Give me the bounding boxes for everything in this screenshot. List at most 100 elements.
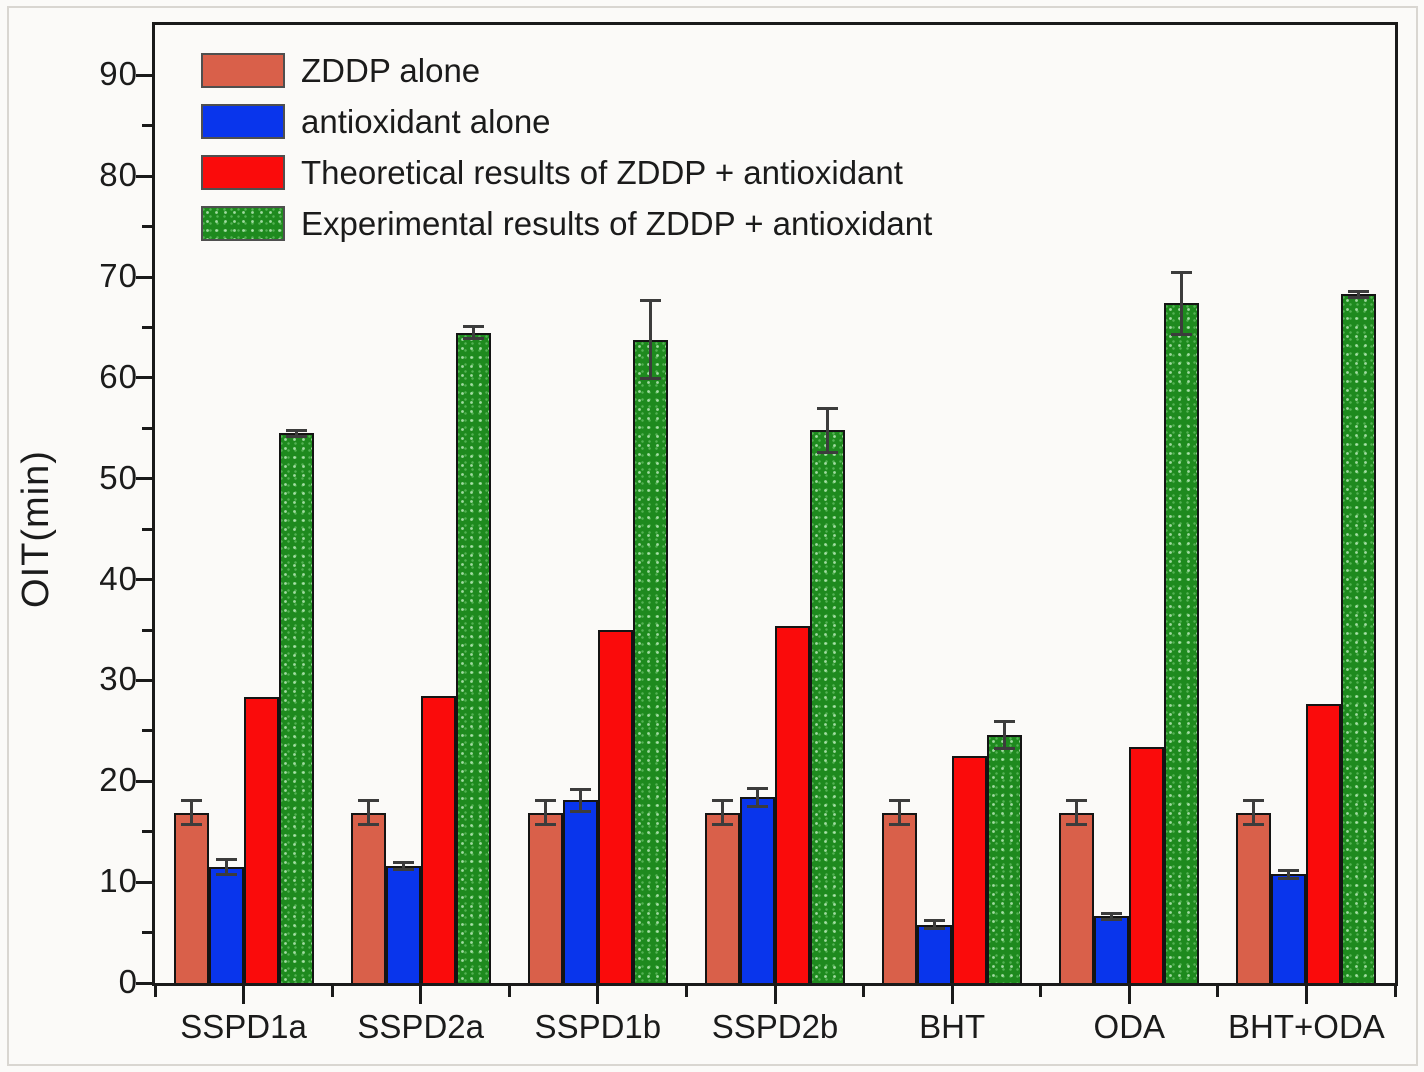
y-major-tick [136,174,152,178]
bar-series3-ODA [1164,303,1200,983]
y-tick-label: 60 [99,358,138,396]
error-bar-stem [224,859,228,875]
bar-series0-BHT [882,812,918,983]
bar-series2-ODA [1129,747,1165,983]
x-minor-tick [507,986,511,997]
error-bar-stem [1287,870,1291,879]
y-tick-label: 0 [118,963,138,1001]
y-tick-label: 50 [99,459,138,497]
error-bar-cap [392,867,414,871]
x-major-tick [242,986,246,1004]
bar-series3-BHT+ODA [1341,294,1377,983]
bar-series0-SSPD1a [173,812,209,983]
bar-series1-SSPD2a [385,866,421,983]
x-category-label: SSPD2a [357,1008,484,1045]
bar-series3-SSPD1a [278,433,314,983]
error-bar-stem [578,789,582,812]
y-major-tick [136,578,152,582]
x-major-tick [773,986,777,1004]
bar-series1-BHT [917,924,953,983]
error-bar-cap [712,823,733,827]
legend-swatch-icon [201,206,285,241]
x-category-label: ODA [1093,1008,1166,1045]
error-bar-stem [401,862,405,870]
y-major-tick [136,779,152,783]
bar-series2-SSPD1b [597,630,633,983]
error-bar-cap [285,428,307,432]
y-tick-label: 40 [99,559,138,597]
error-bar-stem [1357,291,1361,298]
x-category-label: SSPD2b [711,1008,839,1045]
y-major-tick [136,880,152,884]
error-bar-stem [471,326,475,339]
error-bar-cap [462,325,484,329]
error-bar-cap [357,823,379,827]
y-minor-tick [142,729,152,733]
legend-swatch-icon [201,155,285,190]
error-bar-stem [366,800,370,825]
error-bar-cap [392,861,414,865]
error-bar-cap [994,720,1016,724]
error-bar-stem [721,800,724,825]
x-category-label: BHT [919,1008,986,1045]
bar-series0-SSPD2b [705,812,740,983]
y-tick-label: 70 [99,257,138,295]
error-bar-stem [933,920,937,929]
error-bar-cap [180,798,202,802]
error-bar-cap [215,872,237,876]
legend-item: antioxidant alone [201,96,932,147]
x-minor-tick [1393,986,1397,997]
error-bar-cap [357,798,379,802]
bar-series1-SSPD1a [208,867,244,983]
error-bar-cap [1101,911,1123,915]
bar-series2-SSPD1a [243,696,279,983]
error-bar-cap [817,451,838,455]
bar-series0-SSPD1b [527,812,563,983]
error-bar-stem [1252,800,1256,825]
error-bar-cap [1171,333,1193,337]
bar-series2-SSPD2b [775,626,810,983]
bar-series1-ODA [1094,916,1130,983]
y-minor-tick [142,527,152,531]
x-minor-tick [862,986,866,997]
error-bar-cap [817,406,838,410]
plot-area: ZDDP alone antioxidant alone Theoretical r… [136,22,1398,1004]
error-bar-cap [994,746,1016,750]
legend-label: antioxidant alone [301,102,551,140]
y-minor-tick [142,326,152,330]
error-bar-stem [1180,272,1184,335]
x-minor-tick [684,986,688,997]
error-bar-cap [1101,917,1123,921]
legend-swatch-icon [201,53,285,88]
y-tick-label: 30 [99,660,138,698]
y-minor-tick [142,830,152,834]
error-bar-stem [1110,913,1114,920]
error-bar-stem [543,800,547,825]
error-bar-cap [747,805,768,809]
y-major-tick [136,477,152,481]
legend-label: Theoretical results of ZDDP + antioxidan… [301,153,903,191]
x-category-label: SSPD1a [180,1008,307,1045]
legend-label: ZDDP alone [301,51,481,89]
x-major-tick [1127,986,1131,1004]
error-bar-cap [639,298,661,302]
error-bar-stem [898,800,902,825]
y-tick-label: 10 [99,862,138,900]
legend-item: Experimental results of ZDDP + antioxida… [201,198,932,249]
legend: ZDDP alone antioxidant alone Theoretical r… [201,45,932,249]
x-minor-tick [1039,986,1043,997]
error-bar-cap [1278,868,1300,872]
error-bar-cap [712,798,733,802]
bar-series0-BHT+ODA [1236,812,1272,983]
x-minor-tick [330,986,334,997]
error-bar-cap [1348,295,1370,299]
x-major-tick [950,986,954,1004]
error-bar-cap [747,786,768,790]
error-bar-cap [639,377,661,381]
error-bar-stem [826,408,829,453]
bar-series2-SSPD2a [420,695,456,983]
bar-series2-BHT+ODA [1306,703,1342,983]
bar-series1-SSPD2b [740,797,775,983]
error-bar-stem [189,800,193,825]
